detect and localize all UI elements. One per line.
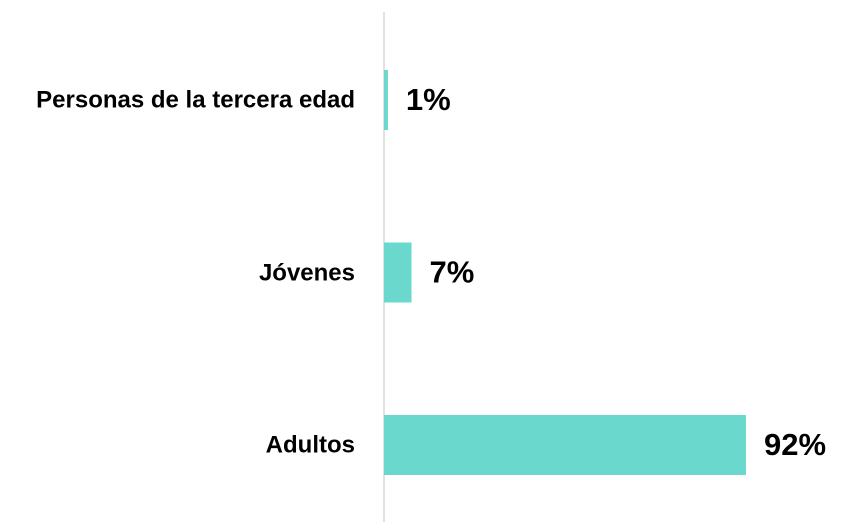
value-label: 7% <box>430 255 475 290</box>
bar <box>384 70 388 130</box>
bar <box>384 242 412 303</box>
category-label: Adultos <box>265 431 355 459</box>
value-label: 92% <box>764 427 826 462</box>
bar <box>384 415 746 475</box>
category-label: Personas de la tercera edad <box>36 86 355 114</box>
value-label: 1% <box>406 82 451 117</box>
category-label: Jóvenes <box>258 259 355 286</box>
